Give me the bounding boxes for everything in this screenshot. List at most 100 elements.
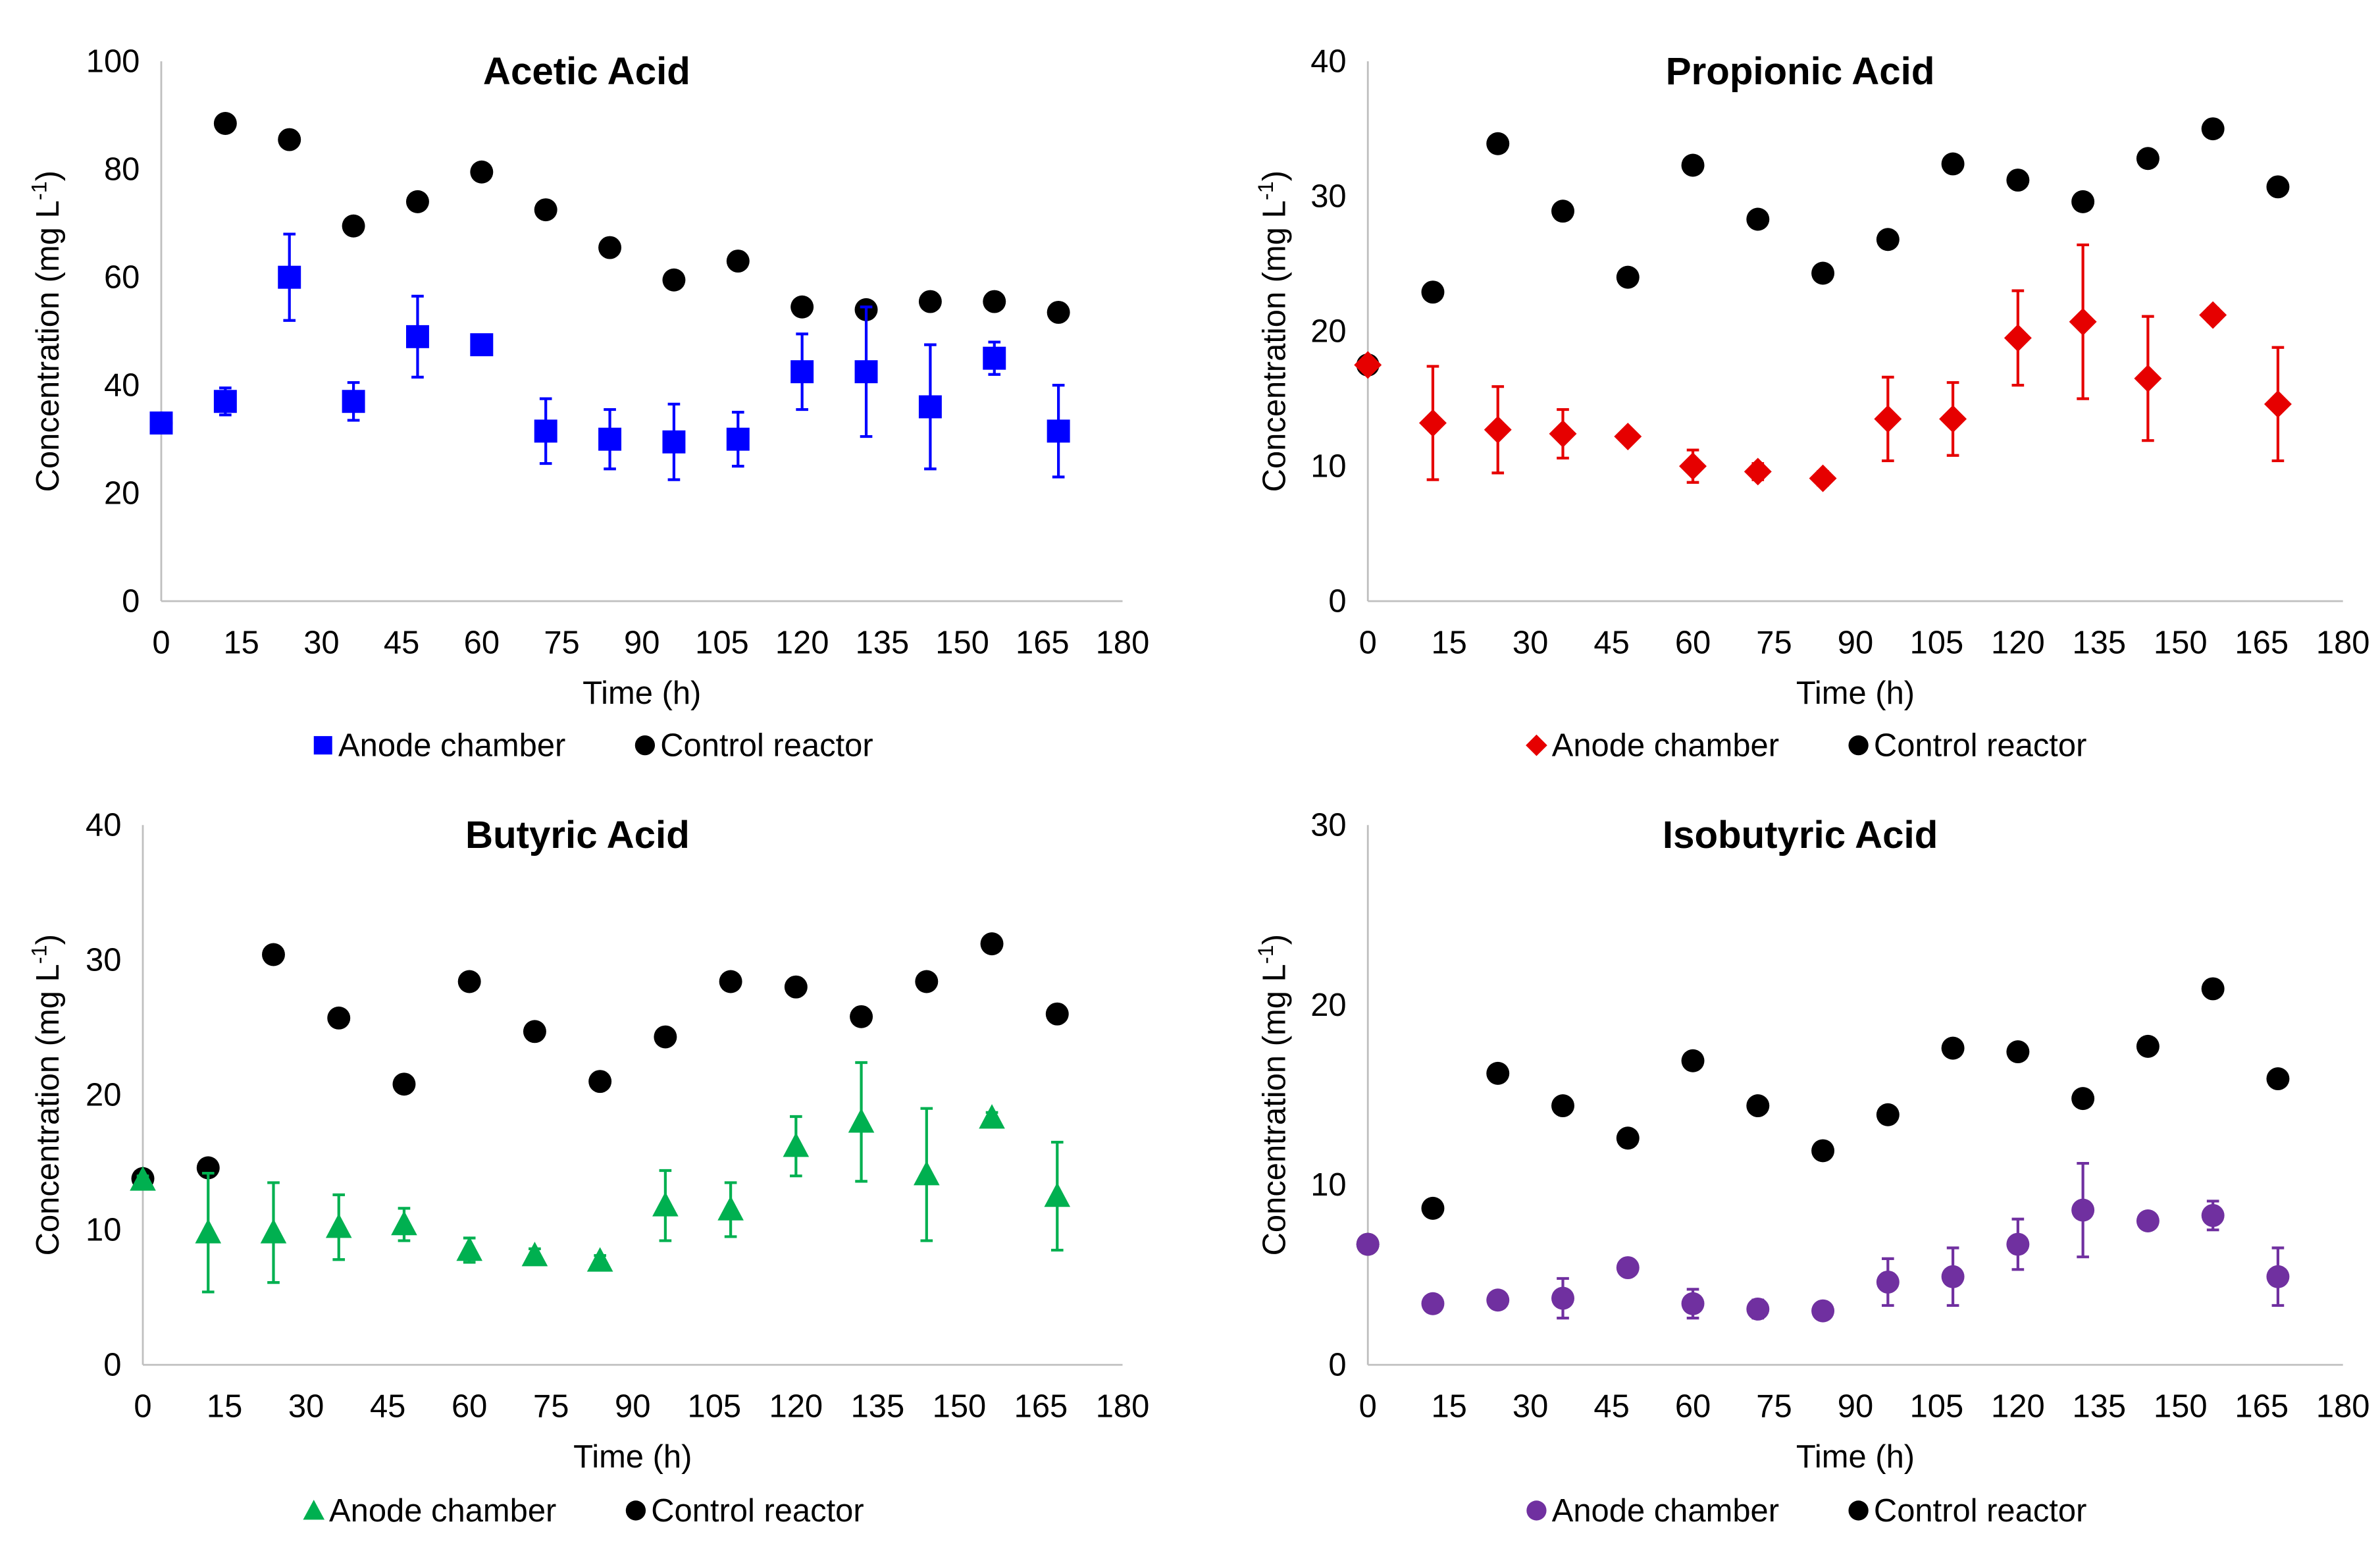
data-point (719, 970, 742, 993)
data-point (278, 128, 301, 151)
y-tick-label: 80 (104, 151, 140, 187)
legend-marker (625, 1500, 646, 1521)
data-point (588, 1070, 612, 1094)
data-point (980, 932, 1004, 956)
data-point (848, 1108, 875, 1133)
data-point (1421, 280, 1445, 304)
legend-marker (313, 736, 332, 755)
x-tick-label: 60 (1675, 625, 1711, 660)
data-point (1419, 409, 1447, 437)
data-point (1044, 1182, 1071, 1207)
chart-panel-4: 0 10 20 30 0 15 30 45 60 75 90 105 120 135 150 165 180 Is… (1253, 808, 2370, 1529)
series-anode-chamber (149, 232, 1070, 481)
legend-label: Control reactor (651, 1493, 864, 1529)
series-anode-chamber (1356, 1161, 2290, 1323)
legend: Anode chamber Control reactor (313, 727, 873, 763)
data-point (1614, 423, 1642, 451)
x-tick-label: 45 (1593, 625, 1629, 660)
x-tick-label: 165 (2235, 1388, 2289, 1424)
x-tick-label: 180 (2316, 625, 2370, 660)
x-tick-label: 120 (769, 1388, 823, 1424)
y-axis-label: Concentration (mg L-1) (26, 171, 66, 492)
series-control-reactor (1356, 117, 2290, 377)
data-point (850, 1005, 873, 1028)
data-point (1876, 1103, 1900, 1126)
x-axis-label: Time (h) (1796, 1439, 1915, 1475)
x-tick-label: 120 (1991, 625, 2045, 660)
data-point (2136, 1209, 2160, 1232)
x-tick-label: 60 (452, 1388, 487, 1424)
x-tick-label: 105 (1910, 625, 1964, 660)
data-point (1354, 351, 1382, 379)
x-tick-label: 90 (615, 1388, 650, 1424)
data-point (2004, 324, 2032, 352)
data-point (1047, 300, 1070, 324)
data-point (1681, 153, 1705, 177)
data-point (1811, 261, 1835, 285)
x-tick-label: 120 (1991, 1388, 2045, 1424)
data-point (2006, 1040, 2030, 1064)
data-point (470, 160, 494, 184)
data-point (149, 411, 173, 435)
data-point (1549, 419, 1577, 448)
y-tick-label: 0 (1328, 583, 1346, 619)
data-point (2134, 364, 2162, 392)
data-point (1616, 265, 1640, 289)
data-point (2201, 117, 2225, 141)
legend: Anode chamber Control reactor (1526, 1493, 2086, 1529)
data-point (662, 430, 686, 454)
data-point (1421, 1292, 1445, 1315)
data-point (262, 943, 285, 966)
data-point (521, 1242, 548, 1267)
legend-label: Control reactor (1874, 727, 2086, 763)
y-tick-label: 10 (1310, 448, 1346, 484)
data-point (342, 214, 365, 238)
x-tick-label: 75 (533, 1388, 569, 1424)
x-tick-label: 90 (1838, 625, 1873, 660)
data-point (2006, 1232, 2030, 1256)
x-tick-label: 0 (134, 1388, 151, 1424)
data-point (2136, 1034, 2160, 1058)
y-tick-label: 60 (104, 259, 140, 295)
data-point (598, 236, 622, 259)
data-point (1551, 199, 1574, 223)
legend-marker (1526, 734, 1547, 756)
x-axis-label: Time (h) (573, 1439, 692, 1475)
data-point (1047, 419, 1070, 443)
legend-label: Anode chamber (329, 1493, 556, 1529)
data-point (392, 1072, 416, 1096)
legend-label: Anode chamber (1552, 727, 1779, 763)
y-tick-label: 20 (104, 475, 140, 511)
y-tick-label: 30 (86, 943, 121, 978)
data-point (790, 360, 814, 384)
data-point (278, 265, 301, 289)
x-tick-label: 45 (1593, 1388, 1629, 1424)
data-point (1484, 415, 1512, 444)
y-tick-label: 40 (1310, 43, 1346, 79)
legend-label: Anode chamber (1552, 1493, 1779, 1529)
series-control-reactor (131, 932, 1069, 1190)
x-tick-label: 15 (1431, 625, 1466, 660)
series-anode-chamber (1354, 243, 2292, 492)
y-tick-label: 0 (122, 583, 140, 619)
data-point (391, 1211, 417, 1236)
data-point (915, 970, 939, 993)
legend-marker (303, 1500, 325, 1520)
x-tick-label: 75 (1756, 625, 1792, 660)
x-tick-label: 90 (1838, 1388, 1873, 1424)
x-axis-label: Time (h) (1796, 675, 1915, 711)
y-tick-label: 20 (1310, 313, 1346, 349)
legend-marker (1526, 1500, 1547, 1521)
data-point (586, 1247, 613, 1272)
data-point (652, 1192, 679, 1217)
x-tick-label: 45 (370, 1388, 405, 1424)
data-point (1681, 1049, 1705, 1072)
data-point (2006, 169, 2030, 192)
data-point (726, 250, 750, 273)
x-tick-label: 105 (1910, 1388, 1964, 1424)
x-tick-label: 15 (1431, 1388, 1466, 1424)
data-point (2071, 1198, 2095, 1222)
y-tick-label: 20 (1310, 988, 1346, 1023)
data-point (1746, 207, 1770, 231)
data-point (1356, 1232, 1380, 1256)
